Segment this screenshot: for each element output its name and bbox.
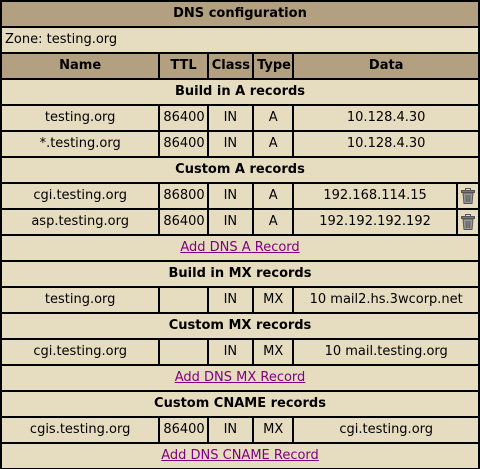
add-dns-mx-record-link[interactable]: Add DNS MX Record [174,370,306,385]
record-class: IN [208,132,253,156]
record-name: cgi.testing.org [2,184,159,208]
table-row: cgis.testing.org 86400 IN MX cgi.testing… [2,418,478,442]
record-data: 10.128.4.30 [294,132,478,156]
record-class: IN [208,418,253,442]
record-name: testing.org [2,288,159,312]
delete-record-button[interactable] [457,184,478,208]
record-data: 10 mail.testing.org [294,340,478,364]
trash-icon [460,213,475,230]
column-header-type: Type [254,54,293,78]
record-data: 10 mail2.hs.3wcorp.net [294,288,478,312]
table-row: testing.org 86400 IN A 10.128.4.30 [2,106,478,130]
trash-icon [460,187,475,204]
column-header-ttl: TTL [160,54,207,78]
record-data: 192.168.114.15 [294,184,456,208]
record-ttl: 86400 [160,418,207,442]
record-data: cgi.testing.org [294,418,478,442]
record-class: IN [208,184,253,208]
column-header-data: Data [294,54,478,78]
record-type: MX [254,418,293,442]
record-name: cgis.testing.org [2,418,159,442]
zone-line: Zone: testing.org [2,28,478,52]
record-class: IN [208,340,253,364]
section-heading-custom-a: Custom A records [2,158,478,182]
add-dns-cname-record-link[interactable]: Add DNS CNAME Record [161,448,319,463]
record-ttl: 86400 [160,210,207,234]
record-type: A [254,132,293,156]
record-name: cgi.testing.org [2,340,159,364]
table-row: testing.org IN MX 10 mail2.hs.3wcorp.net [2,288,478,312]
record-type: MX [254,288,293,312]
section-heading-build-a: Build in A records [2,80,478,104]
table-row: asp.testing.org 86400 IN A 192.192.192.1… [2,210,478,234]
record-type: A [254,184,293,208]
record-name: testing.org [2,106,159,130]
record-type: A [254,106,293,130]
record-class: IN [208,106,253,130]
delete-record-button[interactable] [457,210,478,234]
record-ttl [160,340,207,364]
record-type: MX [254,340,293,364]
record-data: 10.128.4.30 [294,106,478,130]
record-class: IN [208,288,253,312]
column-header-row: Name TTL Class Type Data [2,54,478,78]
page-title: DNS configuration [2,2,478,26]
column-header-class: Class [208,54,253,78]
record-ttl: 86800 [160,184,207,208]
record-name: *.testing.org [2,132,159,156]
zone-label: Zone: [5,32,43,47]
record-ttl [160,288,207,312]
table-row: *.testing.org 86400 IN A 10.128.4.30 [2,132,478,156]
record-ttl: 86400 [160,132,207,156]
add-dns-a-record-link[interactable]: Add DNS A Record [180,240,300,255]
record-type: A [254,210,293,234]
section-heading-custom-mx: Custom MX records [2,314,478,338]
record-class: IN [208,210,253,234]
column-header-name: Name [2,54,159,78]
section-heading-build-mx: Build in MX records [2,262,478,286]
zone-value: testing.org [46,32,118,47]
record-ttl: 86400 [160,106,207,130]
record-name: asp.testing.org [2,210,159,234]
table-row: cgi.testing.org IN MX 10 mail.testing.or… [2,340,478,364]
table-row: cgi.testing.org 86800 IN A 192.168.114.1… [2,184,478,208]
record-data: 192.192.192.192 [294,210,456,234]
section-heading-custom-cname: Custom CNAME records [2,392,478,416]
